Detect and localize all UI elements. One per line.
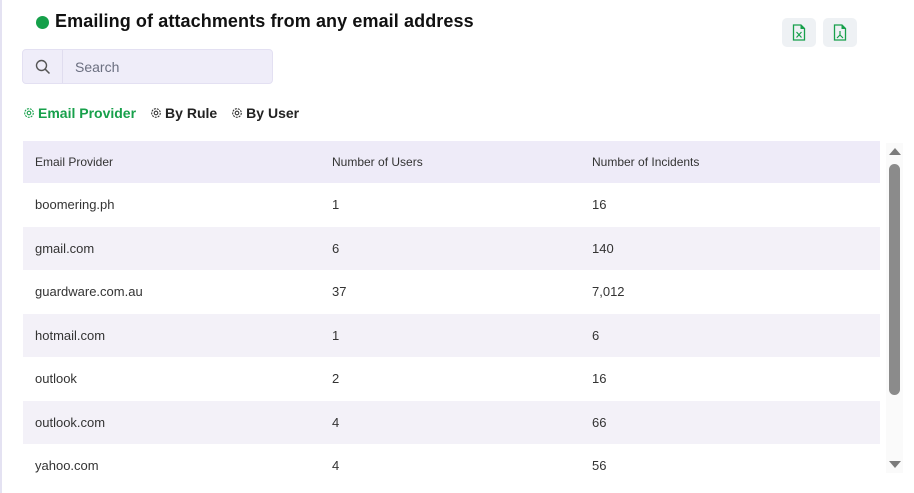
cell-number-of-users: 6 — [320, 226, 580, 270]
cell-number-of-users: 2 — [320, 357, 580, 401]
column-header-email-provider[interactable]: Email Provider — [23, 141, 320, 183]
cell-email-provider: guardware.com.au — [23, 270, 320, 314]
cell-email-provider: yahoo.com — [23, 444, 320, 488]
report-header: Emailing of attachments from any email a… — [36, 11, 474, 32]
table-row[interactable]: yahoo.com 4 56 — [23, 444, 880, 488]
table-row[interactable]: outlook.com 4 66 — [23, 400, 880, 444]
status-dot-icon — [36, 16, 49, 29]
column-header-number-of-incidents[interactable]: Number of Incidents — [580, 141, 880, 183]
cell-email-provider: hotmail.com — [23, 313, 320, 357]
data-table-container: Email Provider Number of Users Number of… — [23, 141, 880, 493]
table-row[interactable]: boomering.ph 1 16 — [23, 183, 880, 227]
table-row[interactable]: guardware.com.au 37 7,012 — [23, 270, 880, 314]
cell-number-of-users: 4 — [320, 444, 580, 488]
cell-number-of-incidents: 6 — [580, 313, 880, 357]
gear-icon — [151, 108, 161, 118]
export-pdf-button[interactable] — [823, 18, 857, 47]
table-row[interactable]: gmail.com 6 140 — [23, 226, 880, 270]
tab-by-rule[interactable]: By Rule — [150, 105, 217, 121]
tab-email-provider[interactable]: Email Provider — [23, 105, 136, 121]
cell-number-of-incidents: 66 — [580, 400, 880, 444]
search-icon-container[interactable] — [23, 50, 63, 83]
cell-number-of-incidents: 16 — [580, 183, 880, 227]
cell-number-of-incidents: 56 — [580, 444, 880, 488]
tab-label: Email Provider — [38, 105, 137, 121]
table-row[interactable]: hotmail.com 1 6 — [23, 313, 880, 357]
table-header-row: Email Provider Number of Users Number of… — [23, 141, 880, 183]
search-field — [22, 49, 273, 84]
gear-icon — [24, 108, 34, 118]
cell-number-of-users: 1 — [320, 313, 580, 357]
cell-number-of-users: 1 — [320, 183, 580, 227]
scrollbar-thumb[interactable] — [889, 164, 900, 395]
page-title: Emailing of attachments from any email a… — [55, 11, 474, 31]
cell-number-of-incidents: 16 — [580, 357, 880, 401]
export-toolbar — [782, 18, 857, 47]
tab-label: By User — [246, 105, 300, 121]
cell-email-provider: outlook.com — [23, 400, 320, 444]
cell-email-provider: boomering.ph — [23, 183, 320, 227]
cell-number-of-users: 37 — [320, 270, 580, 314]
export-excel-button[interactable] — [782, 18, 816, 47]
email-provider-table: Email Provider Number of Users Number of… — [23, 141, 880, 488]
search-input[interactable] — [63, 50, 272, 83]
search-icon — [35, 59, 50, 74]
scroll-up-arrow-icon[interactable] — [889, 148, 901, 155]
column-header-number-of-users[interactable]: Number of Users — [320, 141, 580, 183]
scroll-down-arrow-icon[interactable] — [889, 461, 901, 468]
vertical-scrollbar[interactable] — [886, 143, 903, 473]
tab-by-user[interactable]: By User — [231, 105, 299, 121]
cell-number-of-users: 4 — [320, 400, 580, 444]
excel-file-icon — [792, 24, 806, 41]
gear-icon — [232, 108, 243, 118]
cell-email-provider: gmail.com — [23, 226, 320, 270]
cell-number-of-incidents: 140 — [580, 226, 880, 270]
view-tabs: Email Provider By Rule By User — [23, 105, 299, 121]
table-row[interactable]: outlook 2 16 — [23, 357, 880, 401]
cell-number-of-incidents: 7,012 — [580, 270, 880, 314]
tab-label: By Rule — [165, 105, 218, 121]
pdf-file-icon — [833, 24, 847, 41]
cell-email-provider: outlook — [23, 357, 320, 401]
